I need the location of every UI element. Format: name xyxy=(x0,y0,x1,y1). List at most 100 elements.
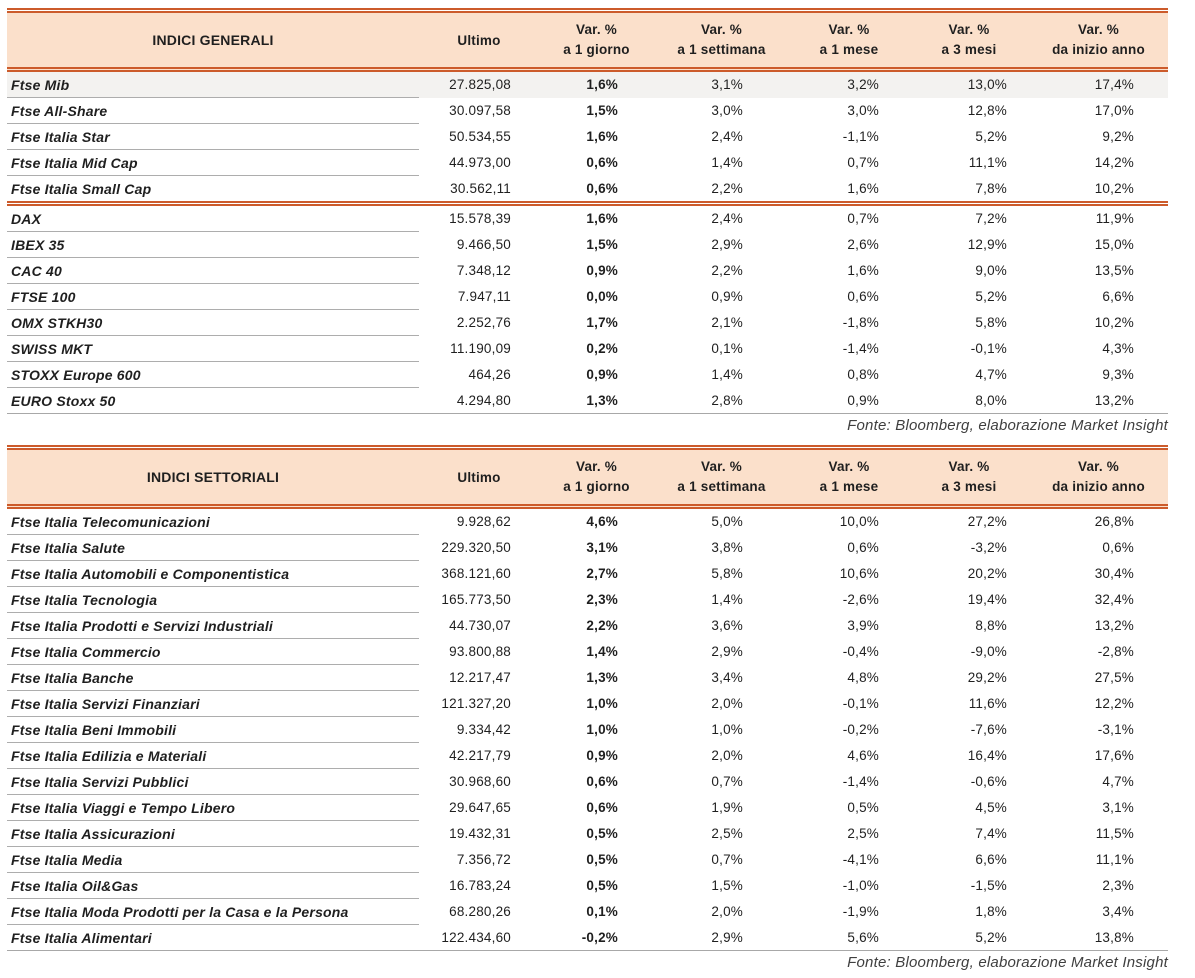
column-header-line: Var. % xyxy=(828,22,870,37)
value-cell: 3,9% xyxy=(847,618,879,633)
table-row: FTSE 100 7.947,11 0,0% 0,9% 0,6% 5,2% 6,6% xyxy=(7,283,1168,310)
value-cell: 4,7% xyxy=(975,367,1007,382)
value-cell: 10,0% xyxy=(839,514,879,530)
value-cell: 4,8% xyxy=(847,670,879,685)
value-cell: 68.280,26 xyxy=(449,904,511,919)
value-cell: 0,7% xyxy=(847,155,879,170)
table-row: Ftse Italia Alimentari 122.434,60 -0,2% 2,9… xyxy=(7,924,1168,951)
index-name-cell: Ftse Italia Small Cap xyxy=(7,175,419,206)
value-cell: 2,2% xyxy=(654,175,789,206)
value-cell: -0,1% xyxy=(842,696,879,711)
index-name-cell: Ftse Italia Mid Cap xyxy=(7,149,419,176)
value-cell: 0,6% xyxy=(539,175,654,206)
value-cell: 4,6% xyxy=(847,748,879,763)
value-cell: 1,6% xyxy=(586,129,618,144)
value-cell: 1,6% xyxy=(789,175,909,206)
index-name-cell: Ftse Italia Automobili e Componentistica xyxy=(7,560,419,587)
column-header-line: a 3 mesi xyxy=(941,42,997,57)
value-cell: 1,4% xyxy=(711,592,743,607)
value-cell: -0,2% xyxy=(539,924,654,951)
value-cell: -3,1% xyxy=(1097,722,1134,737)
index-name-cell: Ftse Italia Banche xyxy=(7,664,419,691)
value-cell: 7,2% xyxy=(975,211,1007,227)
value-cell: 3,0% xyxy=(847,103,879,118)
value-cell: 0,6% xyxy=(586,155,618,170)
value-cell: -2,6% xyxy=(842,592,879,607)
value-cell: 93.800,88 xyxy=(449,644,511,659)
column-header-line: a 1 mese xyxy=(819,479,879,494)
column-header-line: Var. % xyxy=(701,459,742,474)
column-header-line: a 1 giorno xyxy=(563,42,630,57)
value-cell: 2,9% xyxy=(711,237,743,252)
column-header-var-1-giorno: Var. % a 1 giorno xyxy=(539,8,654,72)
value-cell: 2,2% xyxy=(586,618,618,633)
column-header-line: a 1 mese xyxy=(819,42,879,57)
table-row: DAX 15.578,39 1,6% 2,4% 0,7% 7,2% 11,9% xyxy=(7,203,1168,232)
value-cell: 5,8% xyxy=(975,315,1007,330)
value-cell: 3,1% xyxy=(1102,800,1134,815)
value-cell: 2,0% xyxy=(711,748,743,763)
value-cell: 12,2% xyxy=(1094,696,1134,711)
table-row: Ftse Italia Small Cap 30.562,11 0,6% 2,2% 1,… xyxy=(7,175,1168,206)
value-cell: 13,0% xyxy=(967,77,1007,93)
value-cell: -0,4% xyxy=(842,644,879,659)
value-cell: 4,3% xyxy=(1102,341,1134,356)
index-name-cell: Ftse Italia Prodotti e Servizi Industria… xyxy=(7,612,419,639)
value-cell: 8,0% xyxy=(909,387,1029,414)
value-cell: 6,6% xyxy=(1102,289,1134,304)
value-cell: 1,5% xyxy=(711,878,743,893)
value-cell: 1,6% xyxy=(847,263,879,278)
table-row: EURO Stoxx 50 4.294,80 1,3% 2,8% 0,9% 8,0% 13,… xyxy=(7,387,1168,414)
value-cell: 13,2% xyxy=(1029,387,1168,414)
value-cell: -1,0% xyxy=(842,878,879,893)
column-header-line: a 1 giorno xyxy=(563,479,630,494)
value-cell: 30.968,60 xyxy=(449,774,511,789)
value-cell: 0,9% xyxy=(586,367,618,382)
value-cell: 6,6% xyxy=(975,852,1007,867)
column-header-var-3-mesi: Var. % a 3 mesi xyxy=(909,8,1029,72)
value-cell: 5,2% xyxy=(975,129,1007,144)
value-cell: 3,4% xyxy=(711,670,743,685)
value-cell: 11,1% xyxy=(968,155,1007,170)
column-header-line: a 1 settimana xyxy=(677,479,766,494)
value-cell: -3,2% xyxy=(970,540,1007,555)
value-cell: 44.973,00 xyxy=(449,155,511,170)
value-cell: 1,0% xyxy=(586,722,618,737)
value-cell: 2,4% xyxy=(711,129,743,144)
value-cell: 44.730,07 xyxy=(449,618,511,633)
value-cell: 121.327,20 xyxy=(441,696,511,711)
value-cell: -1,1% xyxy=(842,129,879,144)
value-cell: 2,9% xyxy=(654,924,789,951)
value-cell: 9.334,42 xyxy=(456,722,511,737)
table-row: Ftse Italia Star 50.534,55 1,6% 2,4% -1,1% 5,… xyxy=(7,123,1168,150)
value-cell: 9.466,50 xyxy=(456,237,511,252)
table-row: Ftse Italia Automobili e Componentistica… xyxy=(7,560,1168,587)
column-header-line: Var. % xyxy=(948,459,990,474)
value-cell: 0,6% xyxy=(847,540,879,555)
column-header-line: a 1 settimana xyxy=(677,42,766,57)
value-cell: 27,5% xyxy=(1094,670,1134,685)
table-row: IBEX 35 9.466,50 1,5% 2,9% 2,6% 12,9% 15,0% xyxy=(7,231,1168,258)
value-cell: 20,2% xyxy=(967,566,1007,581)
value-cell: 10,2% xyxy=(1094,315,1134,330)
index-name-cell: Ftse Mib xyxy=(7,69,419,98)
value-cell: -4,1% xyxy=(842,852,879,867)
value-cell: 2.252,76 xyxy=(456,315,511,330)
value-cell: 0,9% xyxy=(711,289,743,304)
value-cell: 0,5% xyxy=(586,878,618,893)
column-header-line: Var. % xyxy=(576,459,617,474)
value-cell: 2,6% xyxy=(847,237,879,252)
table-row: Ftse Italia Salute 229.320,50 3,1% 3,8% 0,6%… xyxy=(7,534,1168,561)
value-cell: 27,2% xyxy=(967,514,1007,530)
table-row: Ftse Italia Moda Prodotti per la Casa e … xyxy=(7,898,1168,925)
column-header-ultimo: Ultimo xyxy=(419,445,539,509)
value-cell: 1,5% xyxy=(586,103,618,118)
sector-indices-section: INDICI SETTORIALI Ultimo Var. % a 1 gior… xyxy=(7,445,1168,978)
value-cell: 1,4% xyxy=(711,155,743,170)
value-cell: 0,9% xyxy=(586,263,618,278)
general-indices-table: INDICI GENERALI Ultimo Var. % a 1 giorno… xyxy=(7,8,1168,414)
column-header-var-1-settimana: Var. % a 1 settimana xyxy=(654,445,789,509)
value-cell: 30.562,11 xyxy=(419,175,539,206)
value-cell: 19.432,31 xyxy=(449,826,511,841)
value-cell: 1,6% xyxy=(586,211,618,227)
